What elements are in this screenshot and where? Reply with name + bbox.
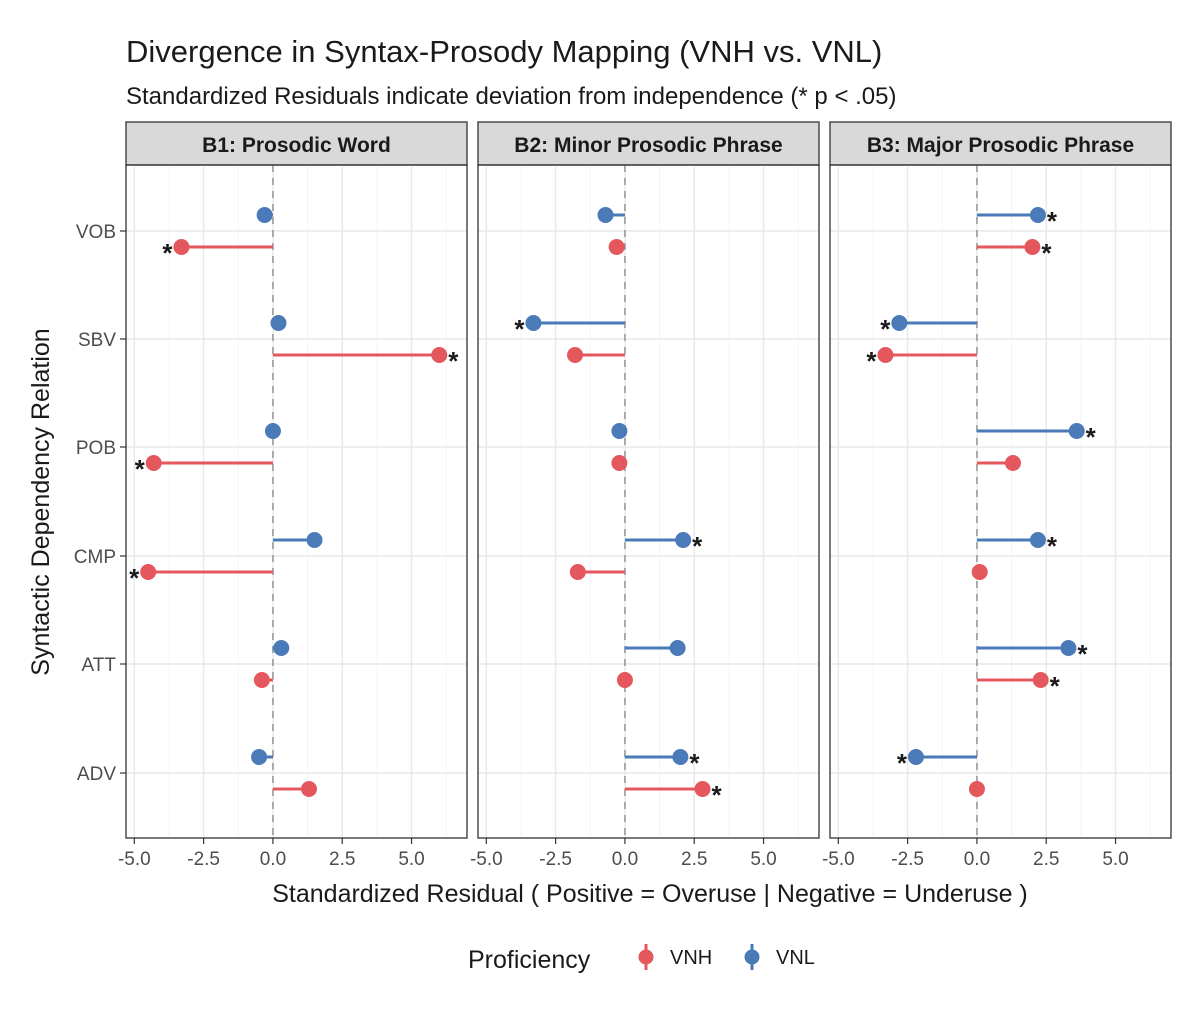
significance-star: * xyxy=(1041,238,1052,268)
significance-star: * xyxy=(880,314,891,344)
point-vnl-att xyxy=(273,640,290,656)
significance-star: * xyxy=(711,780,722,810)
legend-title: Proficiency xyxy=(468,946,591,974)
legend-label-vnl: VNL xyxy=(776,947,815,969)
x-tick-label: -5.0 xyxy=(822,849,855,870)
point-vnl-sbv xyxy=(525,315,542,331)
point-vnl-adv xyxy=(251,749,268,765)
point-vnh-adv xyxy=(694,781,711,797)
point-vnh-vob xyxy=(608,239,625,255)
point-vnh-pob xyxy=(1004,455,1021,471)
x-tick-label: 0.0 xyxy=(964,849,990,870)
legend-key-point xyxy=(638,949,654,965)
legend: Proficiency VNH VNL xyxy=(468,944,815,974)
y-tick-label: ATT xyxy=(82,655,117,676)
legend-label-vnh: VNH xyxy=(670,947,712,969)
point-vnh-cmp xyxy=(569,564,586,580)
panel-2: B2: Minor Prosodic Phrase * * * * -5.0 -2.5 0.0… xyxy=(470,121,820,870)
significance-star: * xyxy=(1086,422,1097,452)
point-vnh-sbv xyxy=(567,347,584,363)
point-vnh-cmp xyxy=(971,564,988,580)
y-tick-label: ADV xyxy=(77,764,116,785)
point-vnh-att xyxy=(616,672,633,688)
point-vnl-vob xyxy=(1029,207,1046,223)
significance-star: * xyxy=(689,748,700,778)
panel-3: B3: Major Prosodic Phrase*********-5.0 -2… xyxy=(822,121,1172,870)
significance-star: * xyxy=(692,531,703,561)
panel-border xyxy=(477,164,820,839)
significance-star: * xyxy=(866,346,877,376)
chart-subtitle: Standardized Residuals indicate deviatio… xyxy=(126,83,896,110)
panel-1: B1: Prosodic Word * * * * -5.0 -2.5 0.0 2.5 5.0 VO… xyxy=(74,121,468,870)
point-vnl-cmp xyxy=(675,532,692,548)
x-tick-label: 2.5 xyxy=(1033,849,1059,870)
significance-star: * xyxy=(129,563,140,593)
point-vnl-att xyxy=(669,640,686,656)
x-tick-label: -2.5 xyxy=(187,849,220,870)
point-vnh-sbv xyxy=(431,347,448,363)
panel-border xyxy=(125,164,468,839)
x-tick-label: -2.5 xyxy=(891,849,924,870)
significance-star: * xyxy=(1077,639,1088,669)
point-vnl-vob xyxy=(256,207,273,223)
x-tick-label: 0.0 xyxy=(612,849,638,870)
legend-key-point xyxy=(744,949,760,965)
significance-star: * xyxy=(1047,531,1058,561)
y-axis-title: Syntactic Dependency Relation xyxy=(27,328,55,675)
panel-grid xyxy=(126,165,467,838)
x-tick-label: -2.5 xyxy=(539,849,572,870)
x-tick-label: 2.5 xyxy=(681,849,707,870)
facet-panels: B1: Prosodic Word****-5.0 -2.5 0.0 2.5 5.0VO… xyxy=(74,121,1172,870)
point-vnh-vob xyxy=(1024,239,1041,255)
y-tick-label: SBV xyxy=(78,330,116,351)
point-vnh-cmp xyxy=(140,564,157,580)
x-tick-label: 2.5 xyxy=(329,849,355,870)
point-vnl-cmp xyxy=(306,532,323,548)
point-vnh-pob xyxy=(611,455,628,471)
significance-star: * xyxy=(897,748,908,778)
point-vnl-att xyxy=(1060,640,1077,656)
y-tick-label: VOB xyxy=(76,222,116,243)
significance-star: * xyxy=(514,314,525,344)
panel-strip xyxy=(125,121,468,166)
x-tick-label: 5.0 xyxy=(398,849,424,870)
point-vnh-att xyxy=(253,672,270,688)
x-tick-label: 5.0 xyxy=(1102,849,1128,870)
point-vnl-adv xyxy=(672,749,689,765)
point-vnl-sbv xyxy=(891,315,908,331)
panel-strip-label: B1: Prosodic Word xyxy=(202,134,391,157)
significance-star: * xyxy=(448,346,459,376)
point-vnh-att xyxy=(1032,672,1049,688)
significance-star: * xyxy=(162,238,173,268)
panel-grid xyxy=(830,165,1171,838)
point-vnl-cmp xyxy=(1029,532,1046,548)
x-tick-label: 5.0 xyxy=(750,849,776,870)
point-vnl-pob xyxy=(1068,423,1085,439)
point-vnh-adv xyxy=(968,781,985,797)
point-vnl-sbv xyxy=(270,315,287,331)
y-tick-label: POB xyxy=(76,438,116,459)
point-vnl-adv xyxy=(907,749,924,765)
point-vnh-pob xyxy=(145,455,162,471)
panel-strip-label: B2: Minor Prosodic Phrase xyxy=(514,134,782,157)
point-vnh-sbv xyxy=(877,347,894,363)
x-tick-label: 0.0 xyxy=(260,849,286,870)
point-vnl-pob xyxy=(611,423,628,439)
x-tick-label: -5.0 xyxy=(470,849,503,870)
significance-star: * xyxy=(135,454,146,484)
chart-title: Divergence in Syntax-Prosody Mapping (VN… xyxy=(126,34,882,69)
panel-strip-label: B3: Major Prosodic Phrase xyxy=(867,134,1134,157)
point-vnl-pob xyxy=(264,423,281,439)
point-vnh-adv xyxy=(300,781,317,797)
x-axis-title: Standardized Residual ( Positive = Overu… xyxy=(272,880,1028,908)
point-vnh-vob xyxy=(173,239,190,255)
panel-border xyxy=(829,164,1172,839)
x-tick-label: -5.0 xyxy=(118,849,151,870)
y-tick-label: CMP xyxy=(74,547,116,568)
panel-grid xyxy=(478,165,819,838)
point-vnl-vob xyxy=(597,207,614,223)
significance-star: * xyxy=(1047,206,1058,236)
significance-star: * xyxy=(1050,671,1061,701)
